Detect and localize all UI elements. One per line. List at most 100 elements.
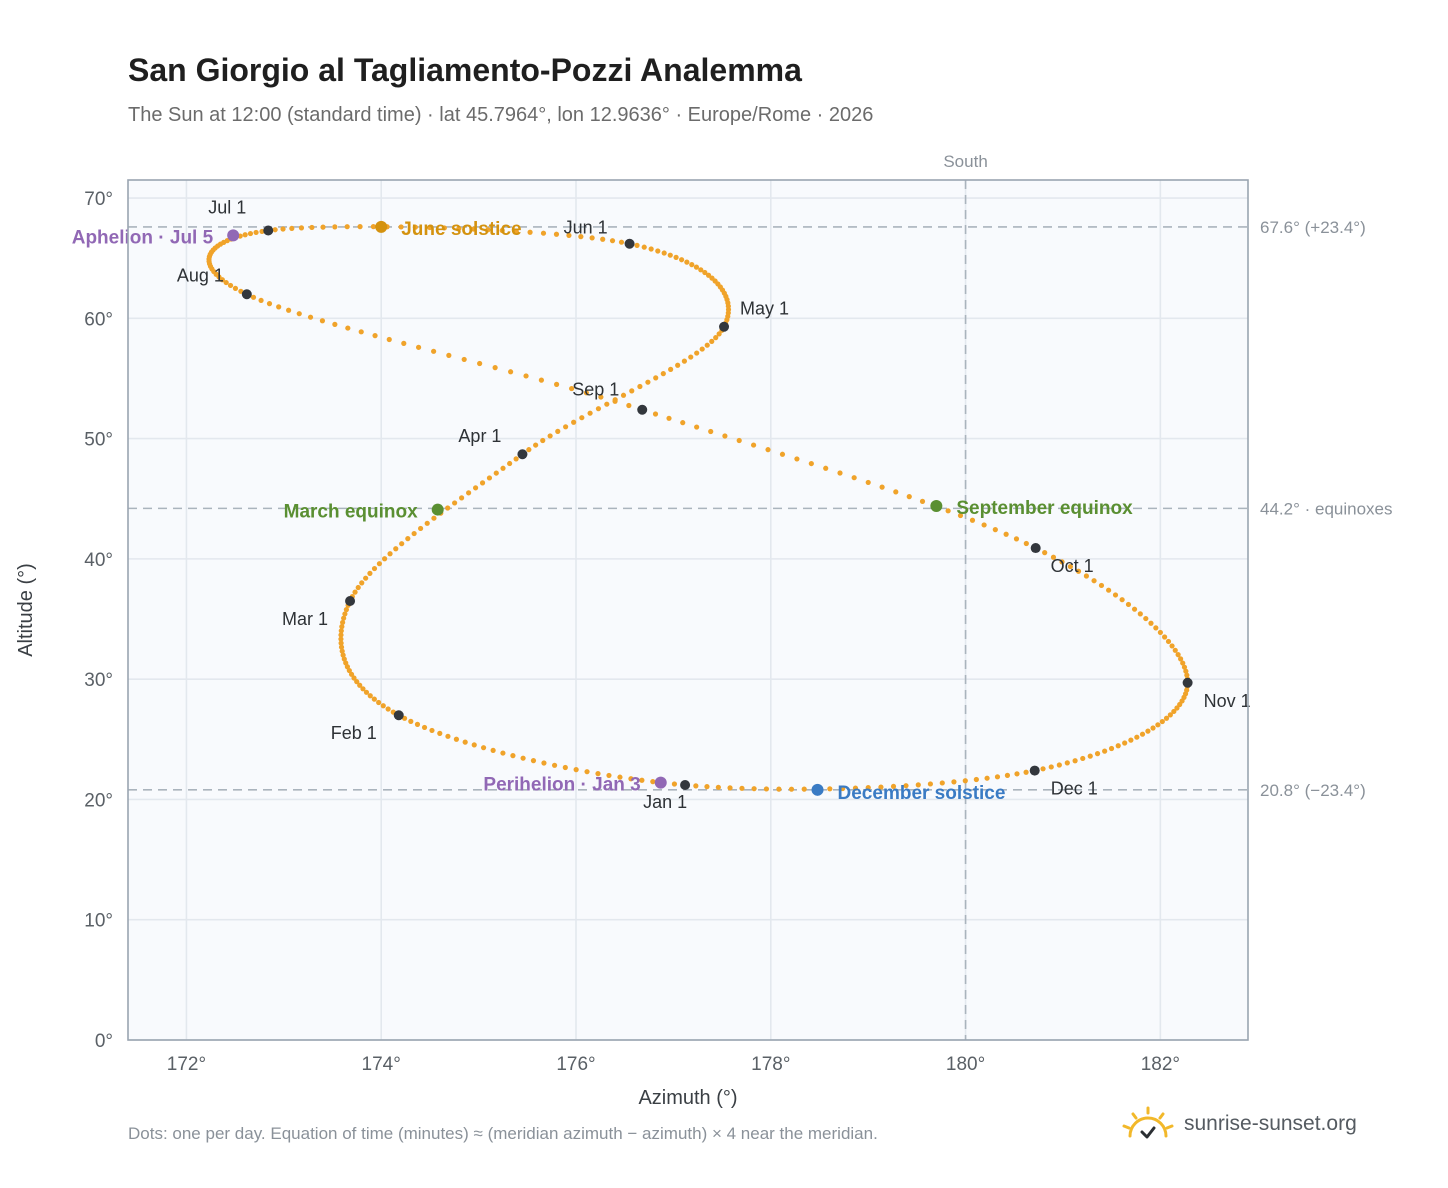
daily-dot	[348, 671, 355, 677]
daily-dot	[709, 275, 715, 281]
daily-dot	[709, 338, 715, 344]
event-marker	[930, 499, 943, 512]
month-label: Sep 1	[572, 380, 619, 400]
daily-dot	[280, 226, 286, 232]
daily-dot	[414, 721, 421, 728]
daily-dot	[715, 784, 721, 790]
daily-dot	[339, 648, 345, 654]
daily-dot	[508, 369, 514, 375]
daily-dot	[307, 314, 314, 320]
daily-dot	[641, 244, 647, 250]
event-marker	[227, 229, 240, 242]
daily-dot	[688, 354, 694, 360]
daily-dot	[493, 470, 499, 476]
daily-dot	[332, 321, 338, 327]
daily-dot	[973, 776, 979, 783]
daily-dot	[1163, 715, 1170, 721]
daily-dot	[879, 484, 885, 490]
daily-dot	[405, 536, 411, 542]
month-marker	[1182, 677, 1193, 688]
daily-dot	[779, 451, 786, 457]
daily-dot	[1178, 656, 1184, 662]
daily-dot	[431, 515, 437, 521]
daily-dot	[540, 437, 546, 444]
daily-dot	[1143, 615, 1149, 622]
month-label: Jul 1	[208, 198, 246, 218]
month-label: Jan 1	[643, 792, 687, 812]
daily-dot	[939, 780, 945, 786]
daily-dot	[1174, 705, 1180, 711]
daily-dot	[1064, 760, 1070, 766]
daily-dot	[609, 238, 616, 244]
daily-dot	[1159, 718, 1165, 725]
daily-dot	[1013, 536, 1020, 542]
daily-dot	[569, 385, 575, 392]
daily-dot	[736, 437, 742, 444]
daily-dot	[915, 782, 921, 788]
daily-dot	[945, 508, 951, 514]
daily-dot	[441, 225, 447, 231]
daily-dot	[359, 580, 365, 586]
daily-dot	[600, 236, 606, 242]
daily-dot	[1155, 722, 1161, 728]
daily-dot	[578, 234, 584, 240]
daily-dot	[555, 428, 561, 434]
x-axis-label: Azimuth (°)	[638, 1087, 737, 1109]
daily-dot	[1145, 728, 1151, 734]
daily-dot	[411, 530, 417, 537]
daily-dot	[589, 235, 595, 241]
daily-dot	[612, 398, 618, 404]
daily-dot	[446, 352, 452, 358]
daily-dot	[808, 460, 814, 467]
daily-dot	[1056, 762, 1062, 768]
daily-dot	[595, 771, 601, 777]
daily-dot	[716, 331, 722, 337]
daily-dot	[421, 724, 428, 731]
y-tick-label: 20°	[84, 790, 113, 811]
daily-dot	[1157, 629, 1163, 636]
daily-dot	[1184, 672, 1190, 678]
daily-dot	[969, 517, 976, 523]
y-tick-label: 50°	[84, 430, 113, 451]
daily-dot	[500, 750, 506, 756]
daily-dot	[637, 383, 643, 390]
daily-dot	[906, 494, 912, 500]
daily-dot	[751, 786, 757, 792]
event-label: March equinox	[284, 502, 419, 523]
daily-dot	[371, 696, 377, 702]
daily-dot	[727, 785, 733, 791]
daily-dot	[510, 753, 516, 759]
daily-dot	[456, 225, 462, 232]
daily-dot	[606, 772, 612, 779]
daily-dot	[704, 784, 710, 790]
daily-dot	[352, 589, 358, 595]
daily-dot	[652, 411, 659, 417]
brand[interactable]: sunrise-sunset.org	[1120, 1104, 1357, 1144]
daily-dot	[680, 420, 686, 426]
daily-dot	[296, 311, 302, 317]
daily-dot	[573, 767, 579, 773]
daily-dot	[587, 410, 593, 416]
daily-dot	[1122, 740, 1128, 746]
sun-logo-icon	[1122, 1106, 1174, 1139]
daily-dot	[408, 718, 414, 724]
daily-dot	[472, 485, 479, 491]
daily-dot	[713, 335, 719, 341]
daily-dot	[242, 232, 248, 238]
daily-dot	[1171, 708, 1177, 715]
daily-dot	[345, 325, 351, 331]
daily-dot	[628, 776, 634, 782]
daily-dot	[951, 779, 957, 785]
daily-dot	[341, 656, 347, 662]
daily-dot	[223, 279, 229, 286]
daily-dot	[1075, 568, 1082, 574]
daily-dot	[393, 546, 399, 552]
daily-dot	[788, 786, 795, 792]
daily-dot	[527, 229, 533, 235]
daily-dot	[382, 556, 388, 562]
daily-dot	[598, 394, 604, 400]
daily-dot	[563, 424, 569, 430]
daily-dot	[338, 632, 344, 638]
month-label: Nov 1	[1204, 691, 1251, 711]
